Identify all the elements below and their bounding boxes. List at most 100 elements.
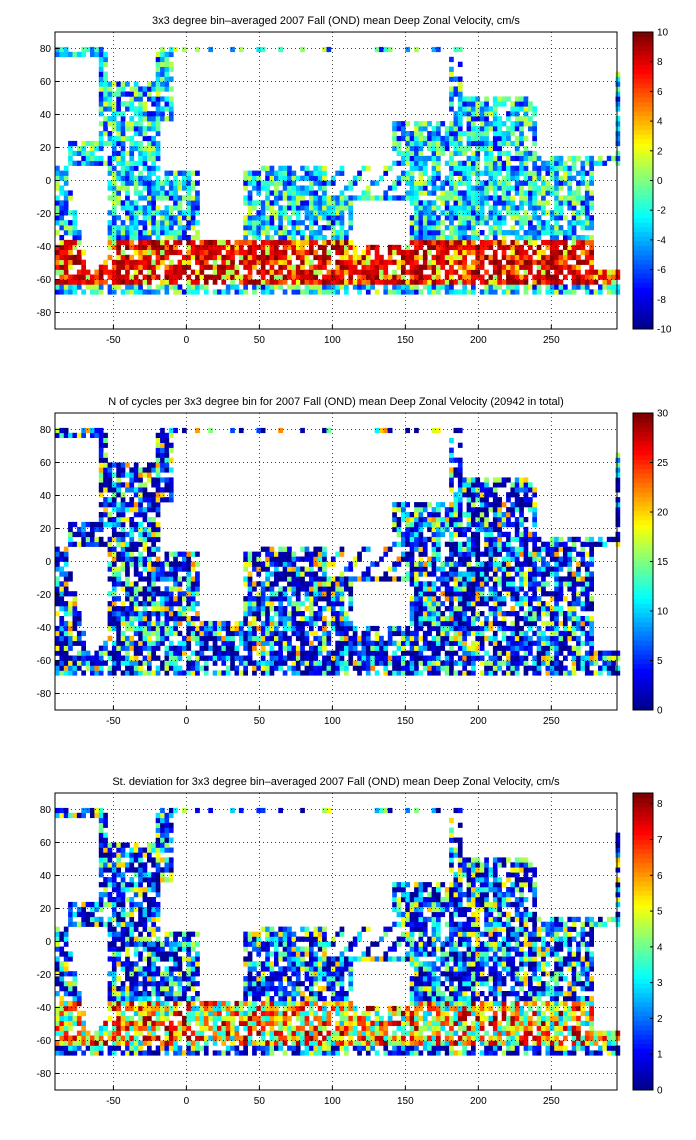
colorbar-segment (633, 277, 653, 284)
bin-cell (396, 175, 402, 181)
bin-cell (94, 155, 100, 162)
bin-cell (260, 586, 266, 592)
bin-cell (164, 61, 170, 67)
bin-cell (133, 131, 139, 137)
bin-cell (256, 561, 262, 567)
bin-cell (295, 249, 301, 256)
bin-cell (116, 596, 121, 602)
bin-cell (584, 155, 590, 162)
bin-cell (111, 670, 117, 676)
bin-cell (120, 531, 126, 538)
bin-cell (571, 279, 577, 285)
bin-cell (352, 650, 358, 656)
bin-cell (436, 135, 441, 142)
bin-cell (138, 611, 143, 617)
bin-cell (125, 625, 130, 632)
bin-cell (357, 289, 362, 295)
bin-cell (357, 175, 362, 181)
bin-cell (116, 640, 121, 646)
bin-cell (173, 427, 178, 434)
bin-cell (103, 279, 108, 285)
bin-cell (444, 556, 450, 562)
bin-cell (142, 620, 148, 627)
bin-cell (488, 180, 494, 186)
bin-cell (453, 135, 459, 142)
bin-cell (322, 576, 327, 582)
bin-cell (147, 259, 152, 265)
bin-cell (431, 531, 437, 538)
bin-cell (506, 150, 511, 156)
bin-cell (177, 225, 183, 231)
bin-cell (335, 244, 340, 250)
bin-cell (190, 586, 196, 592)
bin-cell (313, 190, 319, 196)
bin-cell (186, 586, 192, 592)
bin-cell (484, 190, 489, 196)
bin-cell (519, 259, 524, 265)
bin-cell (405, 249, 410, 256)
bin-cell (164, 482, 170, 488)
bin-cell (418, 645, 424, 651)
bin-cell (475, 165, 481, 171)
bin-cell (584, 190, 590, 196)
bin-cell (471, 170, 476, 176)
bin-cell (291, 670, 297, 676)
bin-cell (68, 259, 73, 265)
bin-cell (125, 254, 130, 261)
bin-cell (190, 254, 196, 261)
bin-cell (401, 155, 406, 162)
bin-cell (471, 200, 476, 206)
bin-cell (488, 111, 494, 117)
bin-cell (427, 556, 432, 562)
bin-cell (147, 175, 152, 181)
bin-cell (457, 289, 463, 295)
bin-cell (164, 442, 170, 448)
bin-cell (436, 225, 441, 231)
bin-cell (405, 630, 410, 637)
bin-cell (545, 230, 551, 236)
bin-cell (177, 235, 183, 241)
bin-cell (466, 215, 472, 221)
bin-cell (532, 284, 537, 290)
bin-cell (475, 131, 481, 137)
bin-cell (142, 165, 148, 171)
bin-cell (449, 571, 454, 577)
bin-cell (462, 180, 467, 186)
bin-cell (81, 655, 86, 661)
colorbar-segment (633, 189, 653, 195)
bin-cell (383, 259, 389, 265)
bin-cell (436, 235, 441, 241)
bin-cell (326, 606, 332, 612)
bin-cell (142, 635, 148, 642)
bin-cell (563, 264, 568, 270)
bin-cell (155, 56, 161, 63)
bin-cell (155, 289, 161, 295)
bin-cell (138, 645, 143, 651)
bin-cell (225, 655, 231, 661)
bin-cell (252, 284, 257, 290)
bin-cell (168, 86, 174, 92)
bin-cell (107, 116, 113, 122)
bin-cell (125, 225, 130, 231)
bin-cell (436, 531, 441, 538)
bin-cell (466, 106, 472, 112)
bin-cell (138, 279, 143, 285)
bin-cell (238, 274, 244, 280)
bin-cell (151, 606, 156, 612)
bin-cell (274, 625, 279, 632)
bin-cell (313, 670, 319, 676)
bin-cell (111, 620, 117, 627)
bin-cell (545, 225, 551, 231)
bin-cell (177, 259, 183, 265)
bin-cell (449, 230, 454, 236)
bin-cell (326, 581, 332, 587)
bin-cell (76, 526, 82, 533)
bin-cell (313, 269, 319, 275)
bin-cell (462, 289, 467, 295)
bin-cell (120, 566, 126, 572)
bin-cell (247, 210, 253, 216)
bin-cell (374, 195, 380, 201)
bin-cell (85, 140, 91, 147)
bin-cell (63, 625, 69, 632)
